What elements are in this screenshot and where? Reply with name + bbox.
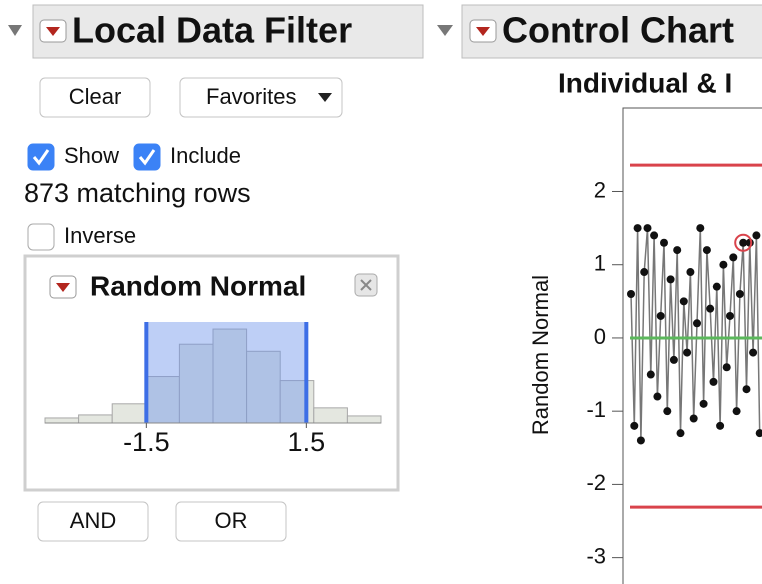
data-point[interactable] (709, 377, 718, 386)
data-point[interactable] (726, 311, 734, 320)
checkbox[interactable] (27, 143, 55, 171)
selection-region[interactable] (146, 322, 307, 423)
red-triangle (56, 283, 70, 292)
data-point[interactable] (706, 304, 715, 313)
histogram-bar (313, 407, 348, 424)
chart-subtitle: Individual & I (558, 67, 732, 98)
button[interactable] (175, 501, 287, 542)
data-point[interactable] (683, 348, 692, 357)
x-tick-label: 1.5 (288, 427, 326, 457)
histogram-bar (111, 403, 147, 424)
data-point[interactable] (679, 297, 688, 306)
filter-title: Random Normal (90, 270, 306, 301)
button-label: AND (70, 508, 116, 533)
x-tick-label: -1.5 (123, 427, 170, 457)
data-point[interactable] (719, 260, 728, 269)
panel-title: Control Chart (502, 10, 734, 51)
checkbox[interactable] (133, 143, 161, 171)
histogram-bar (212, 328, 248, 424)
button[interactable] (37, 501, 149, 542)
checkbox-label: Include (170, 143, 241, 168)
data-point[interactable] (666, 275, 675, 284)
data-point[interactable] (663, 407, 672, 416)
data-point[interactable] (749, 348, 758, 357)
data-point[interactable] (673, 246, 682, 255)
panel-header (32, 4, 424, 59)
data-point[interactable] (732, 407, 741, 416)
data-point[interactable] (656, 311, 665, 320)
data-point[interactable] (716, 421, 725, 430)
checkbox-label: Inverse (64, 223, 136, 248)
data-point[interactable] (660, 238, 668, 247)
data-point[interactable] (676, 429, 685, 438)
data-point[interactable] (755, 429, 762, 438)
data-point[interactable] (627, 290, 635, 299)
data-point[interactable] (735, 290, 744, 299)
status-text: 873 matching rows (24, 178, 251, 208)
data-point[interactable] (752, 231, 761, 240)
button-label: Favorites (206, 84, 296, 109)
panel-header (461, 4, 762, 59)
data-point[interactable] (729, 253, 738, 262)
button[interactable] (39, 77, 151, 118)
data-point[interactable] (646, 370, 655, 379)
data-point[interactable] (696, 224, 705, 233)
button-label: Clear (69, 84, 122, 109)
checkbox[interactable] (27, 223, 55, 251)
red-triangle (46, 27, 60, 36)
y-tick-label: 1 (594, 251, 606, 276)
data-point[interactable] (739, 238, 748, 247)
y-tick-label: 0 (594, 324, 606, 349)
checkmark (138, 149, 156, 166)
histogram-bar (78, 414, 113, 424)
histogram-bar (145, 376, 180, 424)
data-point[interactable] (630, 421, 639, 430)
y-tick-label: 2 (594, 177, 606, 202)
data-point[interactable] (693, 319, 701, 328)
data-point[interactable] (640, 268, 649, 277)
data-point[interactable] (650, 231, 659, 240)
disclosure-triangle[interactable] (8, 25, 22, 36)
data-point[interactable] (643, 224, 652, 233)
histogram-bar (44, 417, 80, 424)
data-point[interactable] (669, 355, 678, 364)
data-point[interactable] (633, 224, 642, 233)
y-axis-label: Random Normal (528, 275, 553, 435)
data-point[interactable] (686, 268, 695, 277)
dropdown-arrow (318, 93, 332, 102)
close-icon (360, 279, 372, 291)
checkbox-label: Show (64, 143, 119, 168)
panel-title: Local Data Filter (72, 10, 352, 51)
data-point[interactable] (689, 414, 698, 423)
data-point[interactable] (636, 436, 645, 445)
button-label: OR (215, 508, 248, 533)
red-triangle (476, 27, 490, 36)
y-tick-label: -3 (586, 543, 606, 568)
data-point[interactable] (742, 385, 751, 394)
data-point[interactable] (712, 282, 721, 291)
data-point[interactable] (722, 363, 731, 372)
disclosure-triangle[interactable] (437, 25, 453, 36)
data-point[interactable] (699, 399, 708, 408)
series-line (630, 228, 761, 441)
checkmark (32, 149, 50, 166)
highlight-ring (734, 233, 753, 252)
button[interactable] (179, 77, 343, 118)
y-tick-label: -1 (586, 397, 606, 422)
histogram-bar (346, 415, 382, 424)
data-point[interactable] (702, 246, 711, 255)
data-point[interactable] (653, 392, 662, 401)
y-tick-label: -2 (586, 470, 606, 495)
